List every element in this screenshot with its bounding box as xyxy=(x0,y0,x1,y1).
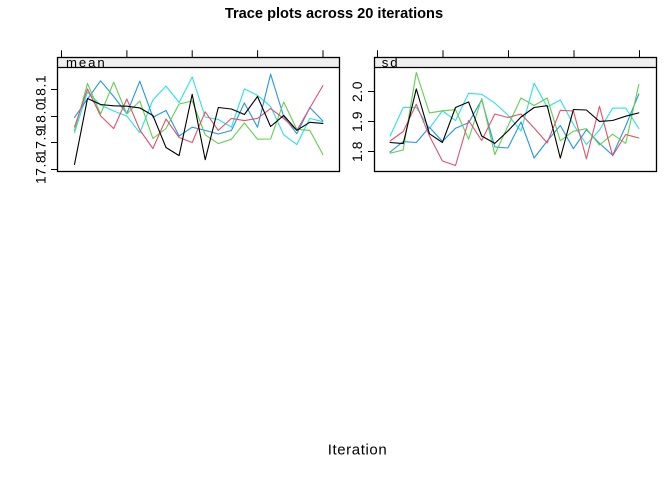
svg-text:mean: mean xyxy=(66,55,107,70)
svg-text:sd: sd xyxy=(382,55,400,70)
svg-text:2.0: 2.0 xyxy=(349,81,365,102)
svg-text:Iteration: Iteration xyxy=(328,442,388,459)
svg-text:1.8: 1.8 xyxy=(349,141,365,162)
svg-text:Trace plots across 20 iteratio: Trace plots across 20 iterations xyxy=(225,6,443,22)
svg-text:18.1: 18.1 xyxy=(33,75,49,104)
svg-text:18.0: 18.0 xyxy=(33,102,49,131)
svg-text:1.9: 1.9 xyxy=(349,111,365,132)
svg-text:17.8: 17.8 xyxy=(33,155,49,184)
svg-text:17.9: 17.9 xyxy=(33,128,49,157)
